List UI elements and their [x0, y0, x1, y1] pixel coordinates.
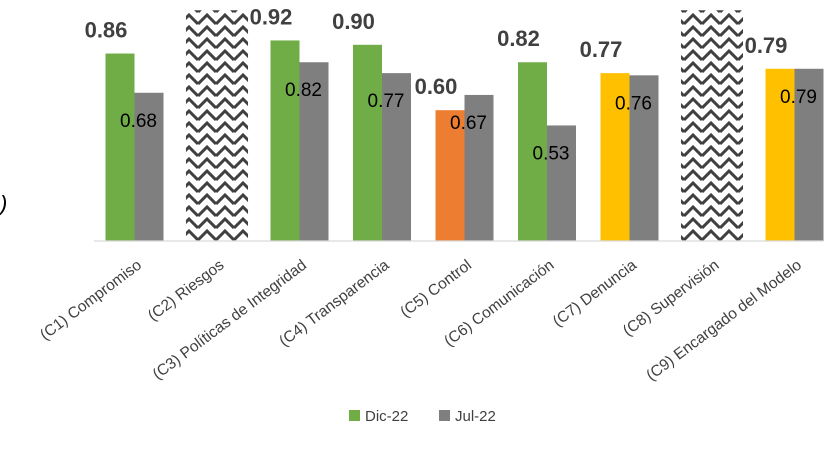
data-label-jul-22-c3-politicas-de-integridad: 0.82 [285, 80, 322, 101]
legend-label-dic-22: Dic-22 [365, 408, 408, 425]
bar-jul-22-c6-comunicacion [547, 125, 576, 241]
edge-paren-glyph: ) [0, 191, 7, 216]
bar-dic-22-c4-transparencia [353, 44, 382, 241]
tick-label-c1-compromiso: (C1) Compromiso [37, 257, 145, 344]
data-label-dic-22-c4-transparencia: 0.90 [332, 9, 375, 34]
bar-dic-22-c5-control [435, 110, 465, 241]
data-label-dic-22-c3-politicas-de-integridad: 0.92 [250, 4, 293, 29]
data-label-dic-22-c5-control: 0.60 [415, 74, 458, 99]
tick-label-c5-control: (C5) Control [397, 257, 475, 321]
bar-dic-22-c7-denuncia [600, 73, 630, 241]
tick-label-c9-encargado-del-modelo: (C9) Encargado del Modelo [643, 257, 805, 385]
bar-dic-22-c6-comunicacion [518, 62, 547, 241]
data-label-jul-22-c4-transparencia: 0.77 [368, 91, 405, 112]
hatched-bar-c8-supervision [680, 10, 744, 242]
bar-jul-22-c9-encargado-del-modelo [794, 68, 824, 241]
data-label-dic-22-c9-encargado-del-modelo: 0.79 [745, 33, 788, 58]
tick-label-c7-denuncia: (C7) Denuncia [550, 256, 640, 330]
bar-dic-22-c3-politicas-de-integridad [270, 40, 300, 241]
bar-jul-22-c5-control [464, 94, 494, 241]
data-label-jul-22-c6-comunicacion: 0.53 [533, 143, 570, 164]
legend-swatch-dic-22 [349, 410, 360, 421]
legend: Dic-22 Jul-22 [349, 408, 496, 425]
bar-jul-22-c1-compromiso [134, 92, 164, 241]
legend-label-jul-22: Jul-22 [455, 408, 496, 425]
bar-dic-22-c9-encargado-del-modelo [765, 68, 795, 241]
data-label-jul-22-c9-encargado-del-modelo: 0.79 [780, 87, 817, 108]
bar-jul-22-c3-politicas-de-integridad [299, 62, 329, 241]
hatched-bar-c2-riesgos [185, 10, 249, 242]
bar-dic-22-c1-compromiso [105, 53, 135, 241]
bar-jul-22-c4-transparencia [382, 73, 411, 241]
data-label-dic-22-c6-comunicacion: 0.82 [497, 26, 540, 51]
data-label-jul-22-c5-control: 0.67 [450, 113, 487, 134]
legend-swatch-jul-22 [439, 410, 450, 421]
data-label-dic-22-c1-compromiso: 0.86 [85, 18, 128, 43]
tick-label-c3-politicas-de-integridad: (C3) Políticas de Integridad [150, 257, 310, 384]
bar-jul-22-c7-denuncia [629, 75, 659, 241]
data-label-jul-22-c7-denuncia: 0.76 [615, 93, 652, 114]
data-label-dic-22-c7-denuncia: 0.77 [580, 37, 623, 62]
tick-label-c2-riesgos: (C2) Riesgos [145, 256, 228, 324]
data-label-jul-22-c1-compromiso: 0.68 [120, 111, 157, 132]
